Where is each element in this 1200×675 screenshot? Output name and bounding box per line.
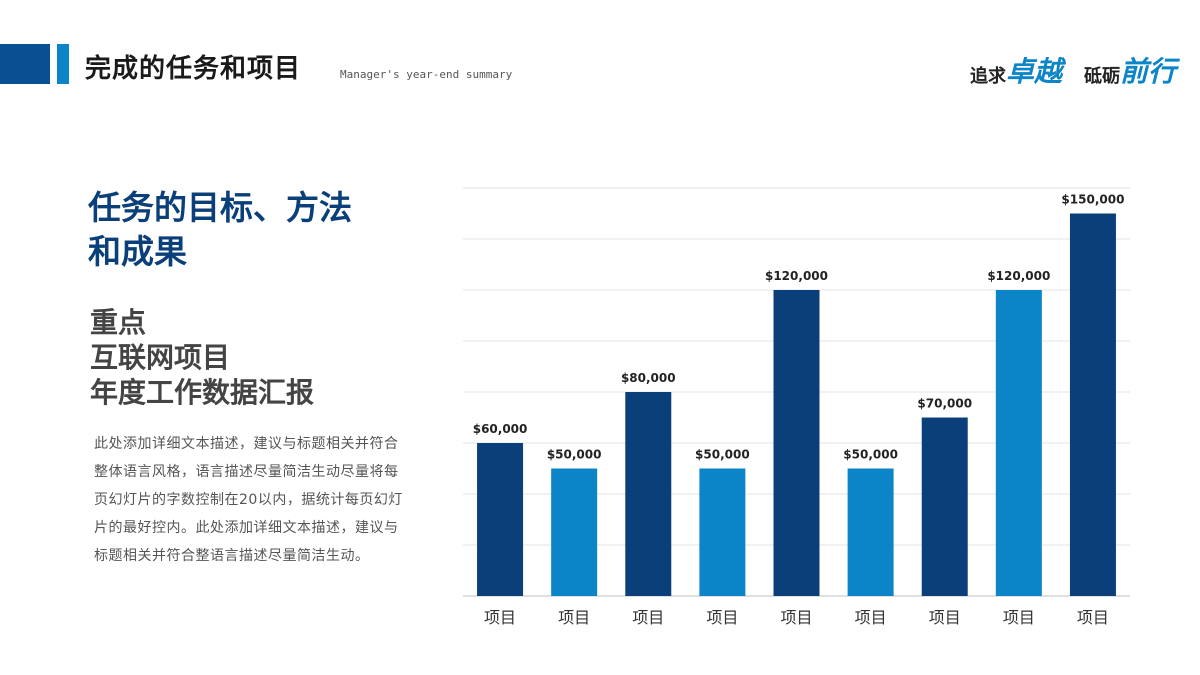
category-label: 项目 xyxy=(1077,608,1109,627)
page-subtitle: Manager's year-end summary xyxy=(340,68,513,81)
slogan-big-2: 前行 xyxy=(1119,55,1176,88)
data-label: $50,000 xyxy=(843,448,898,462)
bar xyxy=(625,392,672,596)
sub-heading-line: 互联网项目 xyxy=(90,341,231,374)
bar-chart-svg: $60,000 项目 $50,000 项目 $80,000 项目 $50,000 项目 $120… xyxy=(463,187,1130,627)
sub-heading: 重点 互联网项目 年度工作数据汇报 xyxy=(90,305,314,410)
category-label: 项目 xyxy=(929,608,961,627)
bar-chart: $60,000 项目 $50,000 项目 $80,000 项目 $50,000 项目 $120… xyxy=(460,180,1132,640)
category-label: 项目 xyxy=(632,608,664,627)
header-accent-bar xyxy=(57,44,69,84)
data-label: $50,000 xyxy=(547,448,602,462)
bar xyxy=(773,290,820,596)
bar xyxy=(1069,213,1116,596)
data-label: $70,000 xyxy=(917,397,972,411)
data-label: $60,000 xyxy=(473,422,528,436)
data-label: $120,000 xyxy=(765,269,828,283)
category-label: 项目 xyxy=(558,608,590,627)
slogan-small-2: 砥砺 xyxy=(1083,66,1120,87)
bar xyxy=(551,468,598,596)
bar xyxy=(699,468,746,596)
category-label: 项目 xyxy=(706,608,738,627)
description-text: 此处添加详细文本描述，建议与标题相关并符合整体语言风格，语言描述尽量简洁生动尽量… xyxy=(94,436,403,564)
category-label: 项目 xyxy=(1003,608,1035,627)
section-headline: 任务的目标、方法和成果 xyxy=(88,188,352,271)
sub-heading-line: 年度工作数据汇报 xyxy=(90,376,315,409)
header-accent-square xyxy=(0,44,50,84)
sub-heading-line: 重点 xyxy=(90,306,147,339)
data-label: $150,000 xyxy=(1061,193,1124,207)
bar xyxy=(477,443,524,596)
page-title: 完成的任务和项目 xyxy=(85,54,302,84)
slogan-small-1: 追求 xyxy=(969,66,1006,87)
slogan: 追求 卓越 砥砺 前行 xyxy=(970,50,1176,90)
data-label: $80,000 xyxy=(621,371,676,385)
bar xyxy=(921,417,968,596)
data-label: $120,000 xyxy=(987,269,1050,283)
category-label: 项目 xyxy=(780,608,812,627)
bar xyxy=(847,468,894,596)
bar xyxy=(995,290,1042,596)
data-label: $50,000 xyxy=(695,448,750,462)
slogan-big-1: 卓越 xyxy=(1005,55,1062,88)
category-label: 项目 xyxy=(855,608,887,627)
category-label: 项目 xyxy=(484,608,516,627)
